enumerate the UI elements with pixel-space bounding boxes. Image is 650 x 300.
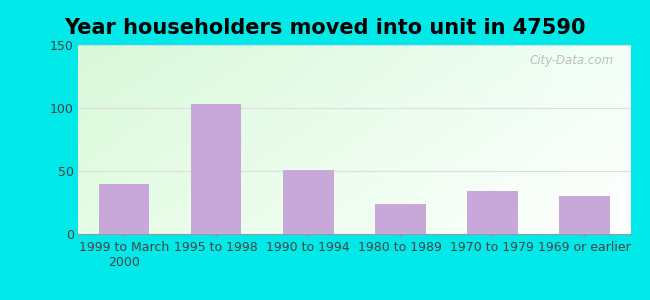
Text: City-Data.com: City-Data.com <box>530 55 614 68</box>
Bar <box>99 184 150 234</box>
Bar <box>191 104 241 234</box>
Text: Year householders moved into unit in 47590: Year householders moved into unit in 475… <box>64 18 586 38</box>
Bar <box>467 191 517 234</box>
Bar <box>283 170 333 234</box>
Bar <box>375 204 426 234</box>
Bar <box>559 196 610 234</box>
